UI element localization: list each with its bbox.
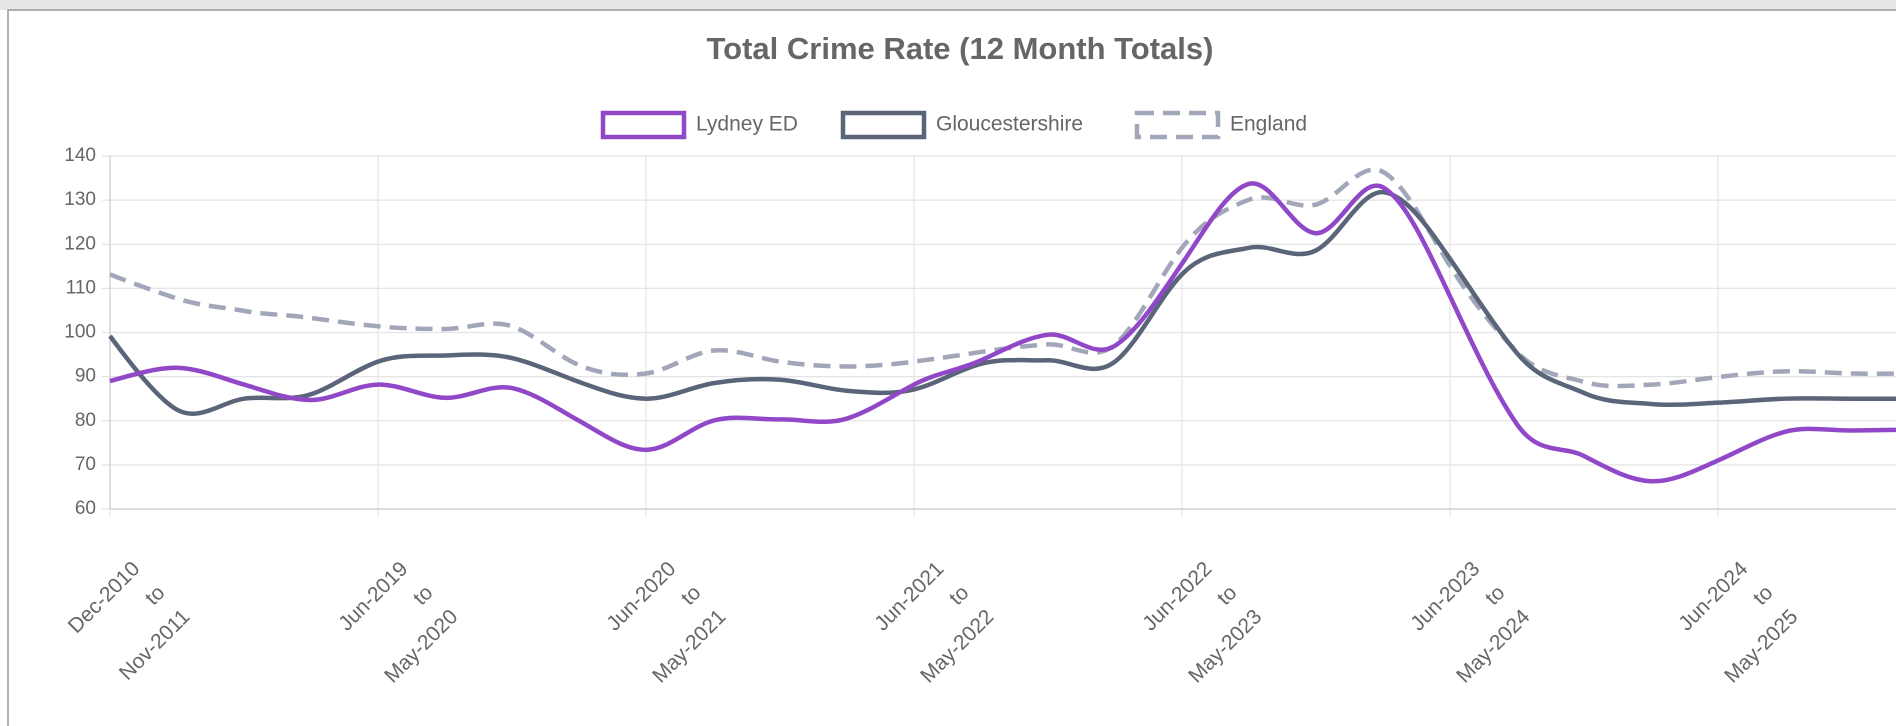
series-line	[109, 181, 1896, 484]
series-line	[109, 167, 1896, 389]
y-tick-label: 100	[64, 322, 96, 343]
y-tick-label: 80	[75, 410, 96, 431]
series-line	[108, 189, 1896, 416]
top-bar	[0, 0, 1896, 10]
chart-title: Total Crime Rate (12 Month Totals)	[707, 31, 1214, 66]
legend-label: Gloucestershire	[936, 113, 1083, 136]
legend-label: Lydney ED	[696, 113, 798, 136]
legend-swatch	[1134, 110, 1221, 140]
y-tick-label: 140	[64, 145, 96, 166]
y-tick-label: 90	[75, 366, 96, 387]
legend-swatch	[600, 110, 687, 140]
y-tick-label: 110	[66, 277, 96, 298]
y-tick-label: 70	[75, 454, 96, 475]
frame	[7, 9, 1896, 726]
legend-label: England	[1230, 113, 1307, 136]
y-tick-label: 60	[75, 498, 96, 519]
y-tick-label: 120	[64, 233, 96, 254]
y-tick-label: 130	[64, 189, 96, 210]
legend-swatch	[840, 110, 927, 140]
